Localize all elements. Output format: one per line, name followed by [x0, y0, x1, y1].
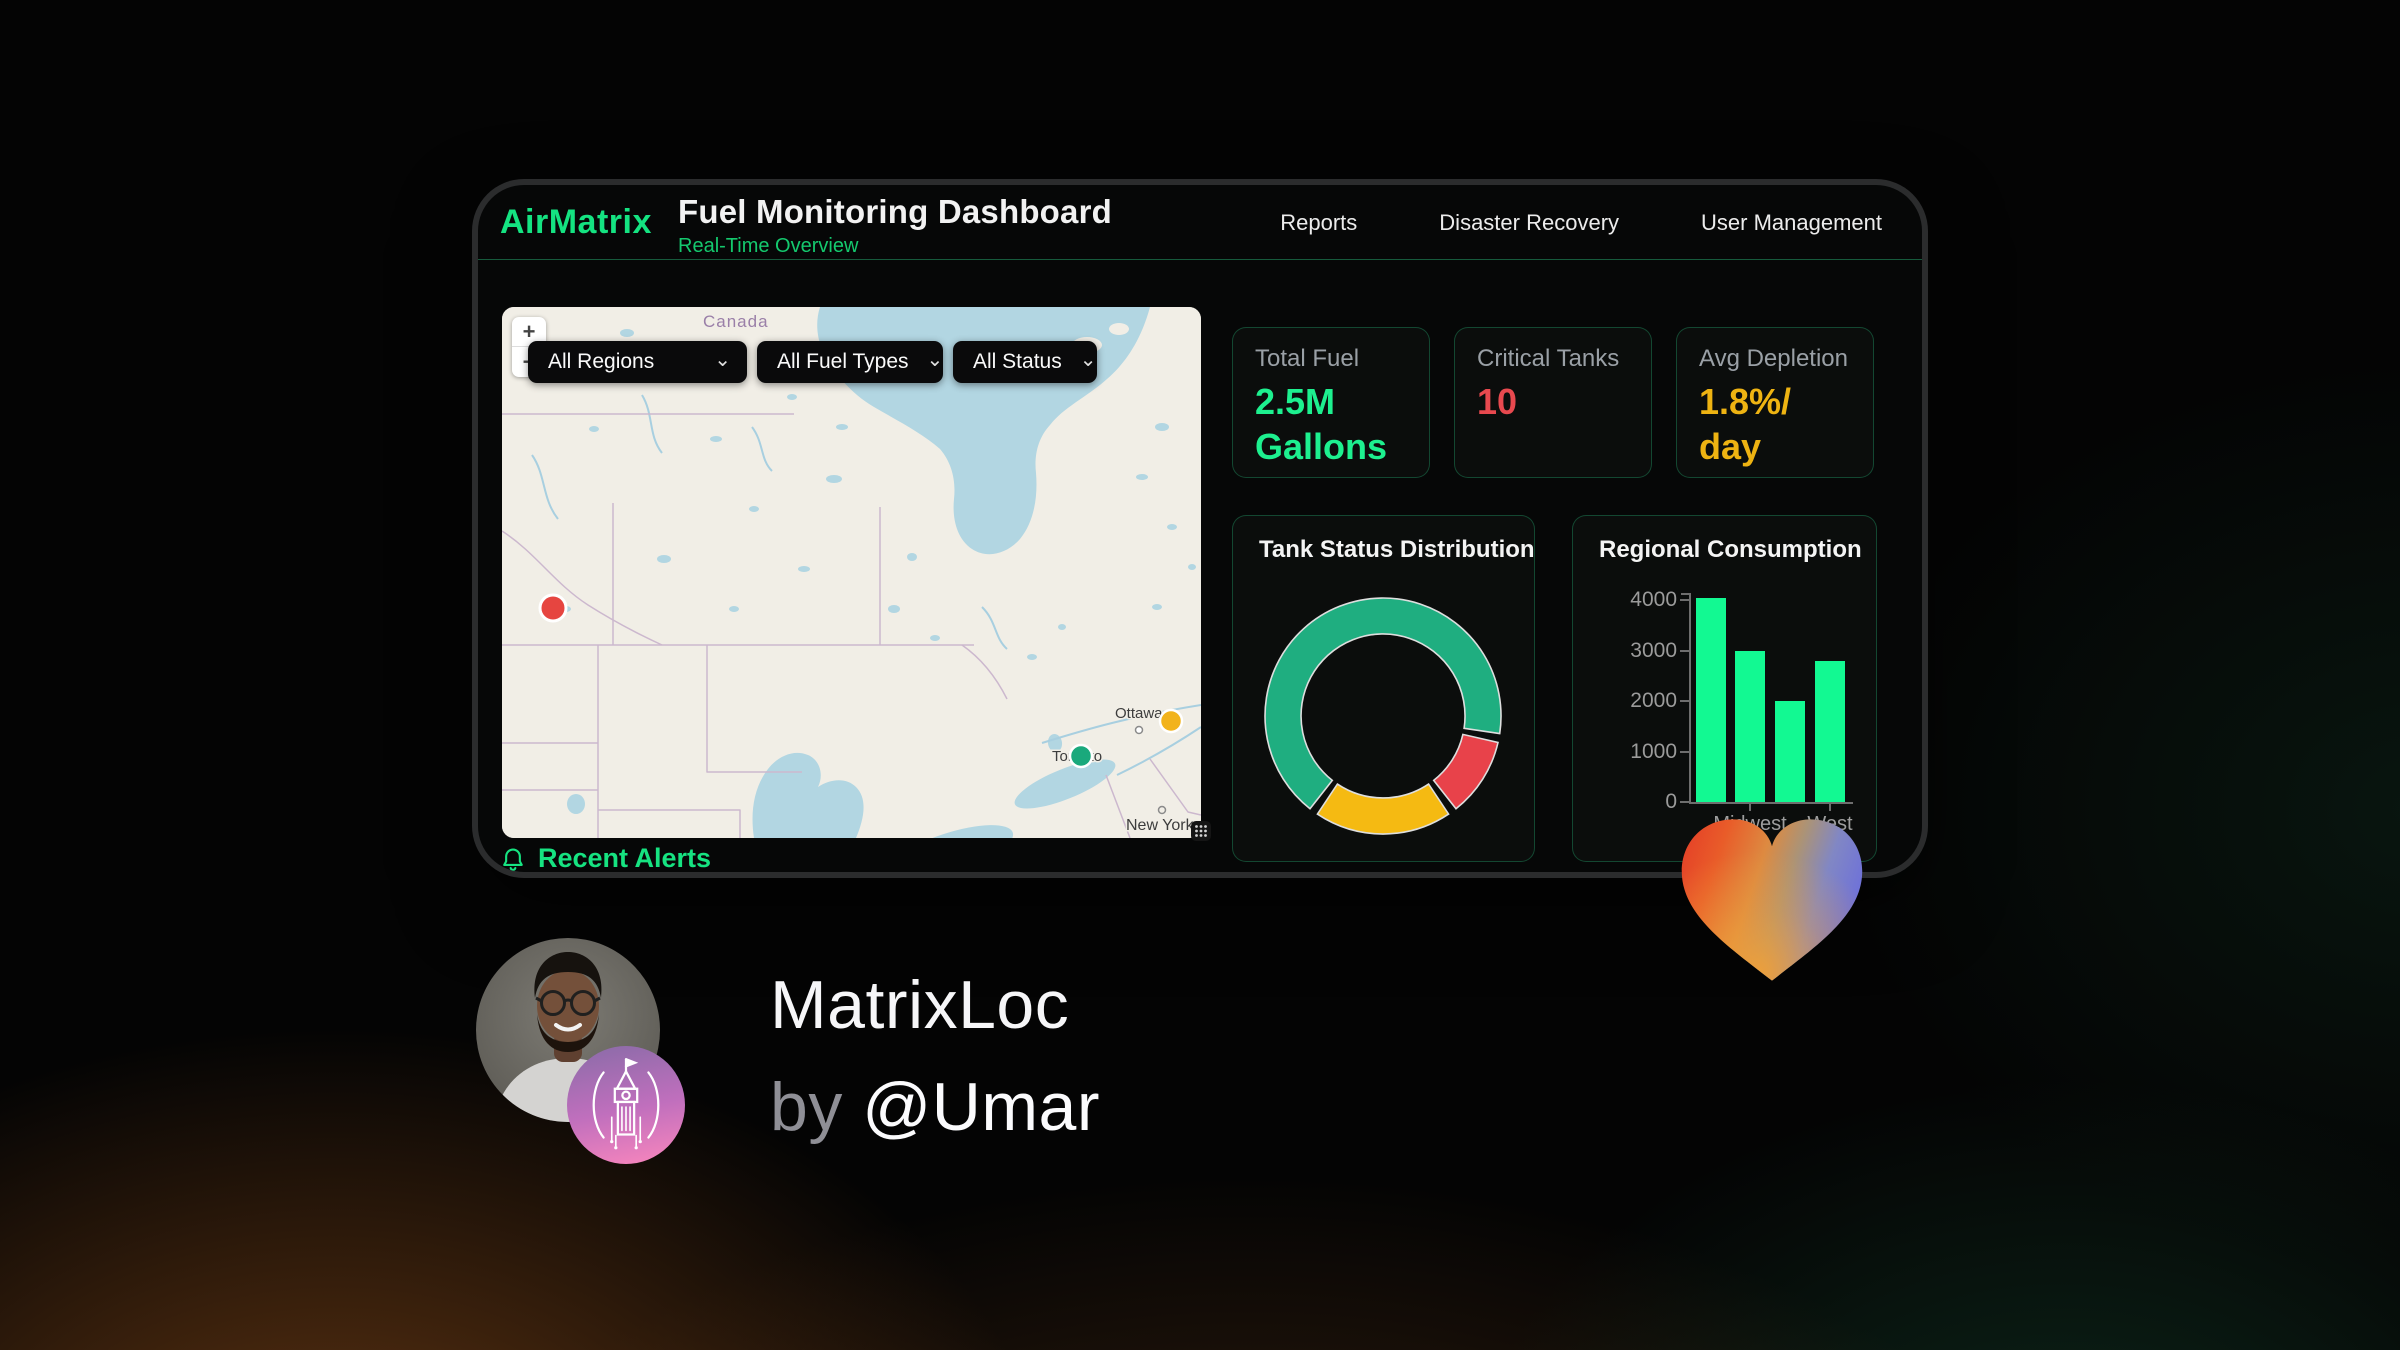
- avatar-smile: [554, 1023, 582, 1032]
- badge-tower-body: [616, 1100, 636, 1136]
- y-axis-label: 1000: [1630, 739, 1677, 763]
- stat-value-line: 1.8%/: [1699, 381, 1792, 422]
- tank-marker-normal[interactable]: [1068, 743, 1094, 769]
- tower-badge: [567, 1046, 685, 1164]
- y-axis-label: 0: [1665, 790, 1677, 813]
- stat-label: Avg Depletion: [1699, 345, 1848, 372]
- filter-status-label: All Status: [973, 350, 1062, 373]
- author-handle: @Umar: [862, 1069, 1100, 1145]
- recent-alerts-title: Recent Alerts: [538, 843, 712, 872]
- filter-fuel-types-dropdown[interactable]: All Fuel Types ⌄: [757, 341, 943, 383]
- stat-value-line: 2.5M: [1255, 381, 1336, 422]
- stat-value-line: 10: [1477, 381, 1518, 422]
- map-label-new-york: New York: [1126, 817, 1195, 834]
- bar-region-1: [1735, 650, 1765, 802]
- badge-right-arc: [647, 1071, 660, 1139]
- tank-status-donut-chart: [1264, 597, 1502, 835]
- stat-label: Critical Tanks: [1477, 345, 1620, 372]
- recent-alerts-header: Recent Alerts: [500, 843, 711, 872]
- map-label-ottawa: Ottawa: [1115, 705, 1163, 722]
- app-header: AirMatrix Fuel Monitoring Dashboard Real…: [478, 185, 1922, 260]
- map-island: [1109, 323, 1129, 335]
- y-axis-tick: [1680, 700, 1689, 703]
- chevron-down-icon: ⌄: [926, 348, 944, 371]
- avatar-beard: [537, 1014, 599, 1052]
- stat-card-total-fuel: Total Fuel 2.5M Gallons: [1232, 327, 1430, 478]
- chart-title: Regional Consumption: [1599, 536, 1862, 563]
- map-filter-bar: All Regions ⌄ All Fuel Types ⌄ All Statu…: [528, 341, 1097, 383]
- map-town-dot-ottawa: [1134, 725, 1144, 735]
- page-subtitle: Real-Time Overview: [678, 235, 859, 257]
- stat-card-avg-depletion: Avg Depletion 1.8%/ day: [1676, 327, 1874, 478]
- chart-title: Tank Status Distribution: [1259, 536, 1535, 563]
- map-water-lake-huron: [752, 752, 864, 838]
- drag-handle-icon[interactable]: [1191, 821, 1211, 841]
- bar-chart-axis-cap: [1681, 593, 1689, 595]
- donut-segment-critical: [1432, 733, 1499, 810]
- stat-value-line: Gallons: [1255, 426, 1388, 467]
- tank-marker-critical[interactable]: [538, 593, 568, 623]
- nav-item-reports[interactable]: Reports: [1280, 209, 1358, 235]
- map-town-dot-new-york: [1157, 805, 1167, 815]
- app-name: MatrixLoc: [770, 967, 1070, 1043]
- main-nav: Reports Disaster Recovery User Managemen…: [1280, 185, 1882, 260]
- chevron-down-icon: ⌄: [714, 348, 731, 371]
- page-title: Fuel Monitoring Dashboard: [678, 193, 1112, 230]
- heart-icon: [1681, 819, 1863, 981]
- stat-card-critical-tanks: Critical Tanks 10: [1454, 327, 1652, 478]
- dashboard-window: AirMatrix Fuel Monitoring Dashboard Real…: [478, 185, 1922, 872]
- map-canvas[interactable]: Canada Ottawa Toronto New York: [502, 307, 1201, 838]
- nav-item-user-management[interactable]: User Management: [1701, 209, 1882, 235]
- donut-segment-warning: [1316, 782, 1450, 835]
- bar-region-3: [1815, 660, 1845, 802]
- bar-chart-x-axis: [1689, 802, 1853, 804]
- byline-prefix: by: [770, 1069, 863, 1145]
- stat-label: Total Fuel: [1255, 345, 1360, 372]
- y-axis-tick: [1680, 750, 1689, 753]
- y-axis-label: 2000: [1630, 689, 1677, 713]
- map-boundaries: [502, 413, 1201, 838]
- page-title-block: Fuel Monitoring Dashboard Real-Time Over…: [678, 193, 1112, 258]
- regional-consumption-card: Regional Consumption 01000200030004000Mi…: [1572, 515, 1877, 862]
- y-axis-tick: [1680, 649, 1689, 652]
- x-axis-tick: [1829, 804, 1831, 811]
- donut-segment-normal: [1264, 597, 1502, 810]
- tank-marker-warning[interactable]: [1158, 708, 1184, 734]
- avatar-hair: [534, 952, 602, 998]
- y-axis-tick: [1680, 801, 1689, 803]
- bar-region-0: [1696, 597, 1726, 802]
- y-axis-label: 4000: [1630, 588, 1677, 612]
- map-rivers: [531, 394, 1201, 776]
- map-label-country: Canada: [703, 312, 769, 331]
- nav-item-disaster-recovery[interactable]: Disaster Recovery: [1439, 209, 1620, 235]
- y-axis-tick: [1680, 599, 1689, 602]
- bell-icon: [503, 847, 523, 871]
- filter-status-dropdown[interactable]: All Status ⌄: [953, 341, 1097, 383]
- filter-regions-label: All Regions: [548, 350, 655, 373]
- bar-region-2: [1775, 701, 1805, 802]
- bar-chart-y-axis: [1689, 593, 1691, 804]
- byline: by @Umar: [770, 1068, 1100, 1146]
- filter-fuel-types-label: All Fuel Types: [777, 350, 909, 373]
- badge-left-arc: [592, 1071, 605, 1139]
- avatar-glasses: [535, 990, 601, 1016]
- brand-logo: AirMatrix: [500, 203, 652, 241]
- avatar-face: [537, 970, 599, 1042]
- y-axis-label: 3000: [1630, 638, 1677, 662]
- filter-regions-dropdown[interactable]: All Regions ⌄: [528, 341, 747, 383]
- tank-status-card: Tank Status Distribution: [1232, 515, 1535, 862]
- stats-row: Total Fuel 2.5M Gallons Critical Tanks 1…: [1232, 327, 1874, 478]
- stat-value-line: day: [1699, 426, 1762, 467]
- x-axis-tick: [1749, 804, 1751, 811]
- chevron-down-icon: ⌄: [1079, 348, 1097, 371]
- map-water-lake-ontario: [1014, 759, 1116, 809]
